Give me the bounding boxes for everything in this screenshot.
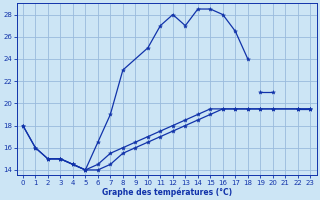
X-axis label: Graphe des températures (°C): Graphe des températures (°C) [101,187,232,197]
